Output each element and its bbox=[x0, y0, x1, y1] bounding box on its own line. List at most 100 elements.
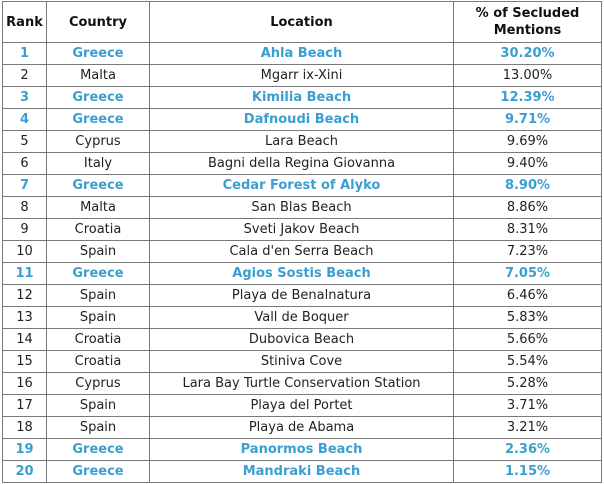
cell-pct: 3.71% bbox=[453, 394, 602, 417]
cell-rank: 14 bbox=[2, 328, 47, 351]
cell-country: Croatia bbox=[46, 328, 150, 351]
cell-pct: 30.20% bbox=[453, 42, 602, 65]
cell-pct: 8.90% bbox=[453, 174, 602, 197]
cell-location: Mgarr ix-Xini bbox=[149, 64, 454, 87]
cell-rank: 6 bbox=[2, 152, 47, 175]
cell-rank: 3 bbox=[2, 86, 47, 109]
cell-country: Greece bbox=[46, 108, 150, 131]
header-rank: Rank bbox=[2, 1, 47, 43]
cell-location: Agios Sostis Beach bbox=[149, 262, 454, 285]
cell-rank: 16 bbox=[2, 372, 47, 395]
cell-pct: 9.71% bbox=[453, 108, 602, 131]
header-row: Rank Country Location % of Secluded Ment… bbox=[2, 1, 602, 43]
cell-location: Playa del Portet bbox=[149, 394, 454, 417]
table-row: 16 Cyprus Lara Bay Turtle Conservation Sta… bbox=[2, 372, 602, 395]
cell-pct: 8.86% bbox=[453, 196, 602, 219]
cell-location: Cedar Forest of Alyko bbox=[149, 174, 454, 197]
table-row: 11 Greece Agios Sostis Beach 7.05% bbox=[2, 262, 602, 285]
cell-rank: 1 bbox=[2, 42, 47, 65]
cell-rank: 20 bbox=[2, 460, 47, 483]
cell-location: Kimilia Beach bbox=[149, 86, 454, 109]
table-row: 1 Greece Ahla Beach 30.20% bbox=[2, 42, 602, 65]
table-row: 13 Spain Vall de Boquer 5.83% bbox=[2, 306, 602, 329]
cell-rank: 17 bbox=[2, 394, 47, 417]
cell-rank: 4 bbox=[2, 108, 47, 131]
cell-country: Spain bbox=[46, 416, 150, 439]
cell-location: Ahla Beach bbox=[149, 42, 454, 65]
table-row: 7 Greece Cedar Forest of Alyko 8.90% bbox=[2, 174, 602, 197]
cell-pct: 2.36% bbox=[453, 438, 602, 461]
cell-pct: 12.39% bbox=[453, 86, 602, 109]
table-row: 5 Cyprus Lara Beach 9.69% bbox=[2, 130, 602, 153]
cell-location: Playa de Benalnatura bbox=[149, 284, 454, 307]
cell-country: Greece bbox=[46, 438, 150, 461]
cell-pct: 7.23% bbox=[453, 240, 602, 263]
cell-rank: 18 bbox=[2, 416, 47, 439]
cell-pct: 13.00% bbox=[453, 64, 602, 87]
table-row: 3 Greece Kimilia Beach 12.39% bbox=[2, 86, 602, 109]
cell-rank: 19 bbox=[2, 438, 47, 461]
cell-location: Dubovica Beach bbox=[149, 328, 454, 351]
cell-country: Greece bbox=[46, 42, 150, 65]
table-row: 12 Spain Playa de Benalnatura 6.46% bbox=[2, 284, 602, 307]
cell-rank: 2 bbox=[2, 64, 47, 87]
cell-pct: 5.66% bbox=[453, 328, 602, 351]
cell-location: Lara Bay Turtle Conservation Station bbox=[149, 372, 454, 395]
cell-country: Spain bbox=[46, 394, 150, 417]
header-country: Country bbox=[46, 1, 150, 43]
cell-country: Croatia bbox=[46, 350, 150, 373]
cell-country: Spain bbox=[46, 240, 150, 263]
table-row: 15 Croatia Stiniva Cove 5.54% bbox=[2, 350, 602, 373]
cell-country: Italy bbox=[46, 152, 150, 175]
table-row: 8 Malta San Blas Beach 8.86% bbox=[2, 196, 602, 219]
cell-pct: 1.15% bbox=[453, 460, 602, 483]
cell-country: Cyprus bbox=[46, 130, 150, 153]
table-row: 6 Italy Bagni della Regina Giovanna 9.40% bbox=[2, 152, 602, 175]
table-row: 4 Greece Dafnoudi Beach 9.71% bbox=[2, 108, 602, 131]
table-row: 9 Croatia Sveti Jakov Beach 8.31% bbox=[2, 218, 602, 241]
cell-pct: 3.21% bbox=[453, 416, 602, 439]
cell-rank: 11 bbox=[2, 262, 47, 285]
cell-rank: 9 bbox=[2, 218, 47, 241]
cell-location: Playa de Abama bbox=[149, 416, 454, 439]
cell-location: Stiniva Cove bbox=[149, 350, 454, 373]
cell-pct: 5.83% bbox=[453, 306, 602, 329]
table-row: 2 Malta Mgarr ix-Xini 13.00% bbox=[2, 64, 602, 87]
table-row: 10 Spain Cala d'en Serra Beach 7.23% bbox=[2, 240, 602, 263]
cell-rank: 8 bbox=[2, 196, 47, 219]
cell-location: Lara Beach bbox=[149, 130, 454, 153]
cell-location: Cala d'en Serra Beach bbox=[149, 240, 454, 263]
cell-country: Cyprus bbox=[46, 372, 150, 395]
table-row: 20 Greece Mandraki Beach 1.15% bbox=[2, 460, 602, 483]
cell-country: Spain bbox=[46, 306, 150, 329]
cell-location: Vall de Boquer bbox=[149, 306, 454, 329]
cell-rank: 5 bbox=[2, 130, 47, 153]
cell-pct: 5.54% bbox=[453, 350, 602, 373]
cell-country: Malta bbox=[46, 196, 150, 219]
table-row: 18 Spain Playa de Abama 3.21% bbox=[2, 416, 602, 439]
table-row: 19 Greece Panormos Beach 2.36% bbox=[2, 438, 602, 461]
cell-country: Malta bbox=[46, 64, 150, 87]
header-location: Location bbox=[149, 1, 454, 43]
cell-pct: 9.40% bbox=[453, 152, 602, 175]
cell-country: Greece bbox=[46, 174, 150, 197]
cell-rank: 10 bbox=[2, 240, 47, 263]
cell-country: Greece bbox=[46, 262, 150, 285]
table-row: 14 Croatia Dubovica Beach 5.66% bbox=[2, 328, 602, 351]
cell-location: Sveti Jakov Beach bbox=[149, 218, 454, 241]
cell-location: San Blas Beach bbox=[149, 196, 454, 219]
cell-pct: 6.46% bbox=[453, 284, 602, 307]
cell-rank: 12 bbox=[2, 284, 47, 307]
cell-rank: 15 bbox=[2, 350, 47, 373]
cell-location: Dafnoudi Beach bbox=[149, 108, 454, 131]
cell-country: Greece bbox=[46, 460, 150, 483]
cell-rank: 7 bbox=[2, 174, 47, 197]
cell-pct: 5.28% bbox=[453, 372, 602, 395]
table-body: 1 Greece Ahla Beach 30.20% 2 Malta Mgarr ix-Xi… bbox=[2, 42, 602, 483]
cell-location: Bagni della Regina Giovanna bbox=[149, 152, 454, 175]
cell-country: Croatia bbox=[46, 218, 150, 241]
cell-rank: 13 bbox=[2, 306, 47, 329]
table-row: 17 Spain Playa del Portet 3.71% bbox=[2, 394, 602, 417]
